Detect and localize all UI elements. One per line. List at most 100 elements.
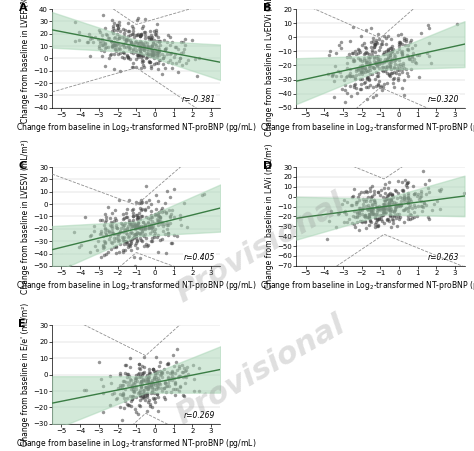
Point: [110, 230, 118, 238]
Point: [387, 44, 395, 51]
Point: [133, 230, 140, 238]
Point: [158, 235, 166, 242]
Point: [390, 68, 398, 75]
Point: [374, 205, 382, 212]
Point: [110, 27, 118, 34]
Point: [164, 229, 172, 236]
Point: [132, 386, 140, 393]
Point: [335, 41, 342, 49]
Point: [101, 239, 109, 247]
Point: [120, 214, 128, 221]
Point: [137, 31, 145, 38]
Point: [164, 369, 171, 376]
Point: [132, 222, 139, 229]
Point: [358, 63, 366, 70]
Point: [386, 191, 393, 198]
Point: [151, 31, 159, 38]
Point: [100, 38, 107, 45]
Point: [123, 226, 130, 233]
Point: [409, 58, 416, 65]
Point: [128, 39, 135, 46]
Point: [151, 212, 159, 219]
Point: [365, 213, 373, 220]
Point: [371, 40, 379, 47]
Point: [147, 32, 155, 39]
Point: [124, 27, 132, 34]
Point: [139, 387, 146, 394]
Point: [395, 42, 402, 49]
Point: [404, 199, 411, 206]
Point: [137, 196, 145, 203]
Point: [115, 249, 122, 256]
Point: [153, 192, 160, 199]
Point: [126, 216, 133, 224]
Point: [411, 59, 419, 66]
Point: [169, 385, 176, 392]
Point: [387, 196, 395, 203]
Point: [404, 204, 411, 212]
Point: [101, 40, 109, 47]
Point: [386, 63, 394, 70]
Point: [393, 48, 401, 55]
Point: [371, 198, 378, 206]
Point: [120, 54, 128, 61]
Point: [368, 210, 376, 217]
Point: [386, 58, 393, 65]
Point: [411, 203, 419, 210]
Point: [149, 51, 157, 59]
Point: [383, 64, 391, 71]
Point: [362, 64, 369, 71]
Text: B: B: [263, 3, 271, 13]
Point: [146, 196, 153, 203]
Point: [156, 37, 164, 44]
Point: [169, 369, 176, 376]
Point: [112, 235, 119, 242]
Point: [160, 54, 167, 61]
Point: [140, 393, 147, 400]
Point: [135, 52, 142, 59]
Point: [370, 54, 378, 61]
Point: [126, 31, 133, 38]
Point: [399, 188, 407, 195]
Point: [91, 33, 99, 40]
Point: [391, 201, 398, 208]
Point: [394, 76, 401, 83]
Point: [386, 53, 394, 60]
Point: [337, 44, 345, 51]
Point: [129, 216, 137, 223]
Point: [147, 43, 155, 50]
Point: [396, 216, 403, 223]
Point: [135, 39, 143, 46]
Point: [126, 364, 134, 371]
Point: [102, 216, 109, 224]
Point: [115, 385, 122, 392]
Point: [404, 199, 412, 206]
Point: [155, 382, 162, 390]
Point: [87, 233, 94, 240]
Point: [127, 228, 135, 235]
Point: [373, 203, 380, 211]
Point: [162, 379, 169, 387]
Point: [150, 395, 157, 402]
Point: [353, 51, 360, 58]
Point: [182, 59, 190, 66]
Point: [378, 40, 386, 47]
Point: [122, 237, 129, 244]
Point: [134, 30, 142, 37]
Point: [338, 201, 346, 208]
Point: [118, 233, 126, 240]
Point: [340, 197, 347, 204]
Point: [137, 236, 145, 244]
Point: [368, 209, 375, 216]
Point: [365, 67, 372, 74]
Point: [153, 380, 161, 387]
Point: [166, 212, 174, 219]
Point: [433, 198, 440, 205]
Point: [106, 233, 114, 240]
Point: [119, 228, 127, 235]
Point: [173, 366, 181, 373]
Point: [368, 193, 376, 200]
Point: [385, 205, 393, 212]
Point: [179, 361, 186, 368]
Point: [367, 207, 374, 214]
